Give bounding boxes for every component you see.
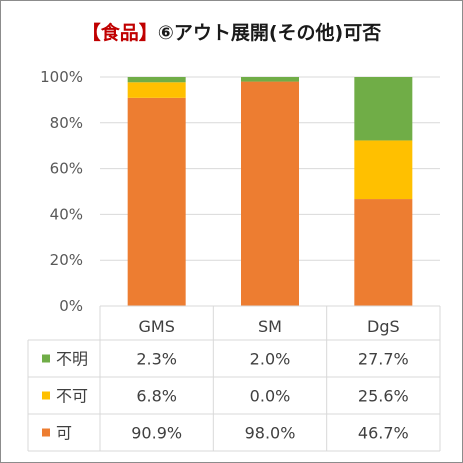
data-label: 46.7% bbox=[358, 424, 409, 443]
bar-segment bbox=[241, 77, 299, 82]
data-label: 6.8% bbox=[136, 387, 177, 406]
data-label: 25.6% bbox=[358, 387, 409, 406]
legend-swatch bbox=[42, 354, 50, 363]
x-tick-label: SM bbox=[258, 317, 282, 336]
title-text: ⑥アウト展開(その他)可否 bbox=[157, 22, 382, 44]
data-label: 0.0% bbox=[250, 387, 291, 406]
bar-segment bbox=[127, 97, 186, 307]
bar-segment bbox=[354, 77, 413, 141]
y-tick-label: 100% bbox=[40, 68, 83, 86]
bar-segment bbox=[354, 140, 413, 200]
data-label: 90.9% bbox=[131, 424, 182, 443]
bar-segment bbox=[354, 199, 413, 306]
chart-title: 【食品】⑥アウト展開(その他)可否 bbox=[0, 18, 463, 45]
data-label: 98.0% bbox=[245, 424, 296, 443]
legend-label: 可 bbox=[56, 424, 72, 443]
bar-segment bbox=[127, 82, 186, 98]
data-label: 2.3% bbox=[136, 350, 177, 369]
bars bbox=[127, 77, 413, 307]
y-tick-label: 0% bbox=[59, 297, 83, 315]
y-tick-label: 20% bbox=[50, 251, 83, 269]
legend-swatch bbox=[42, 391, 50, 400]
legend-label: 不可 bbox=[56, 387, 88, 406]
y-axis-ticks: 0% 20% 40% 60% 80% 100% bbox=[40, 68, 83, 315]
bar-segment bbox=[241, 81, 299, 306]
y-tick-label: 40% bbox=[50, 205, 83, 223]
legend-swatch bbox=[42, 428, 50, 437]
data-label: 27.7% bbox=[358, 350, 409, 369]
y-tick-label: 60% bbox=[50, 160, 83, 178]
x-tick-label: DgS bbox=[367, 317, 400, 336]
data-label: 2.0% bbox=[250, 350, 291, 369]
legend-label: 不明 bbox=[56, 350, 88, 369]
bar-segment bbox=[127, 77, 186, 83]
x-tick-label: GMS bbox=[138, 317, 174, 336]
y-tick-label: 80% bbox=[50, 114, 83, 132]
title-bracket: 【食品】 bbox=[81, 22, 158, 44]
data-table: GMS SM DgS 不明 2.3% 2.0% 27.7% 不可 6.8% 0.0% 25.6% 可 9… bbox=[27, 305, 441, 452]
